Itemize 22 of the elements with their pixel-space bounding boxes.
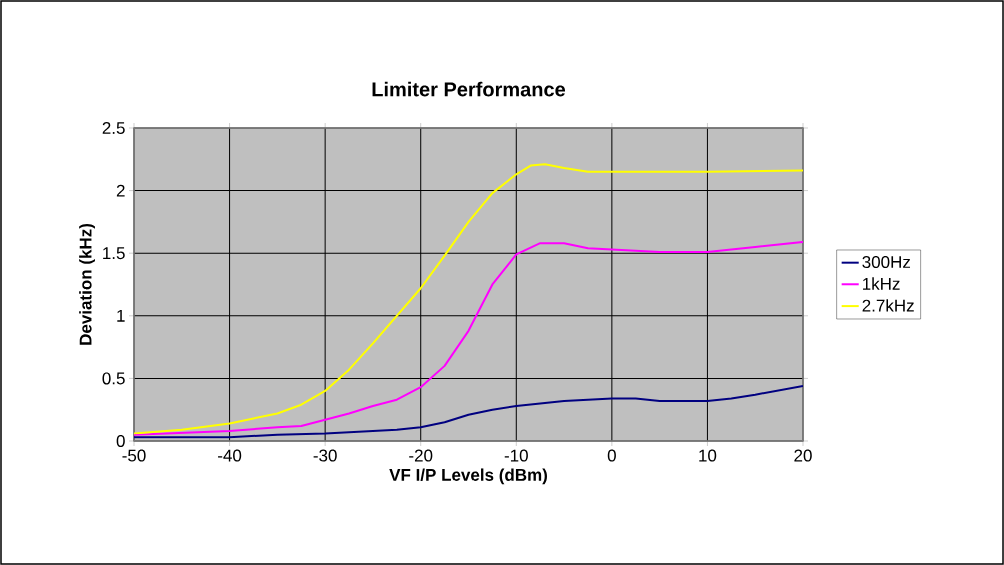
x-tick-label: -40 bbox=[218, 449, 242, 462]
y-tick-label: 1.5 bbox=[103, 247, 125, 260]
x-tick-label: 20 bbox=[794, 449, 812, 462]
y-tick-label: 1 bbox=[117, 309, 125, 322]
y-tick-label: 0.5 bbox=[102, 372, 125, 385]
chart-title: Limiter Performance bbox=[372, 81, 566, 97]
legend-label: 1kHz bbox=[863, 277, 900, 290]
x-tick-label: -10 bbox=[504, 449, 528, 462]
x-tick-label: -30 bbox=[313, 449, 337, 462]
line-series bbox=[134, 384, 803, 439]
y-tick-label: 2.5 bbox=[102, 121, 125, 135]
x-tick-label: 10 bbox=[699, 449, 717, 462]
line-series bbox=[134, 240, 803, 436]
y-axis-title: Deviation (kHz) bbox=[79, 223, 95, 345]
y-tick-label: 2 bbox=[116, 184, 125, 197]
x-tick-label: -50 bbox=[122, 449, 146, 462]
x-tick-label: 0 bbox=[607, 449, 616, 462]
y-tick-label: 0 bbox=[116, 434, 125, 448]
legend-label: 300Hz bbox=[862, 255, 911, 269]
legend-label: 2.7kHz bbox=[862, 299, 914, 312]
x-tick-label: -20 bbox=[409, 449, 433, 462]
x-axis-title: VF I/P Levels (dBm) bbox=[389, 468, 547, 485]
